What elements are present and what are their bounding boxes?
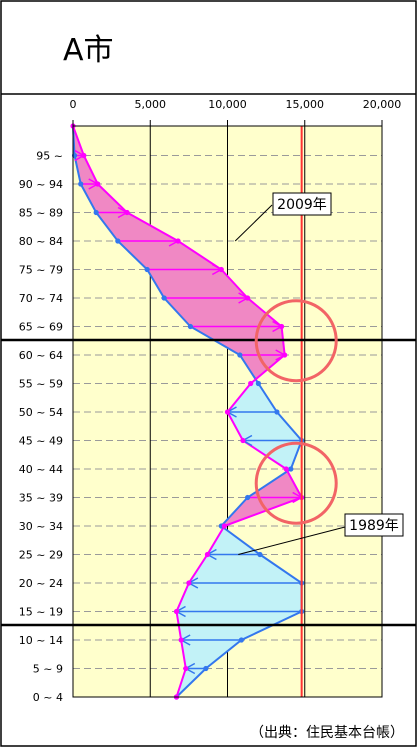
series-1989-point [144, 266, 150, 273]
x-tick-label: 10,000 [208, 98, 247, 111]
change-fill-segment [176, 583, 302, 612]
series-2009-point [248, 380, 254, 387]
change-fill-segment [239, 355, 285, 380]
series-1989-point [274, 409, 280, 415]
y-tick-label: 35 ~ 39 [19, 492, 63, 505]
y-tick-label: 55 ~ 59 [19, 378, 63, 391]
x-tick-label: 5,000 [135, 98, 167, 111]
change-fill-segment [188, 554, 302, 583]
series-2009-point [282, 352, 288, 358]
series-2009-point [173, 608, 180, 615]
series-1989-point [257, 551, 263, 558]
y-tick-label: 75 ~ 79 [19, 264, 63, 277]
series-2009-point [204, 551, 211, 558]
series-1989-point [161, 295, 167, 301]
y-tick-label: 95 ~ [36, 150, 63, 163]
annotation-label: 1989年 [349, 518, 399, 534]
series-1989-point [115, 238, 121, 244]
annotation-box [344, 513, 404, 537]
series-2009-point [283, 466, 289, 472]
series-2009-point [124, 209, 130, 216]
series-2009-point [186, 580, 192, 586]
x-tick-label: 0 [70, 98, 77, 111]
y-axis-ticks: 0 ~ 4 5 ~ 9 10 ~ 14 15 ~ 19 20 ~ 24 25 ~ 29 30… [19, 150, 63, 705]
change-fills [73, 126, 302, 697]
change-fill-segment [147, 269, 248, 298]
y-tick-label: 85 ~ 89 [19, 207, 63, 220]
series-1989-point [78, 181, 84, 187]
y-tick-label: 45 ~ 49 [19, 435, 63, 448]
source-note: （出典：住民基本台帳） [250, 724, 404, 741]
series-2009-point [81, 152, 87, 159]
change-fill-segment [80, 184, 128, 213]
series-1989-point [93, 209, 99, 216]
annotation-box [272, 192, 332, 216]
y-tick-label: 70 ~ 74 [19, 292, 63, 305]
change-fill-segment [181, 640, 242, 669]
series-2009-point [95, 181, 101, 187]
series-2009-point [183, 665, 189, 672]
series-2009-point [240, 437, 246, 444]
change-fill-segment [242, 440, 302, 469]
y-tick-label: 65 ~ 69 [19, 321, 63, 334]
y-tick-label: 5 ~ 9 [33, 663, 63, 676]
series-2009-point [278, 323, 285, 330]
highlight-circle [254, 299, 338, 383]
change-fill-segment [164, 298, 282, 327]
annotation-leader [234, 204, 273, 242]
series-1989-point [244, 494, 251, 501]
series-2009-point [218, 266, 224, 273]
y-tick-label: 90 ~ 94 [19, 178, 63, 191]
series-1989-point [288, 466, 294, 472]
series-1989-point [237, 352, 243, 358]
y-tick-label: 20 ~ 24 [19, 577, 63, 590]
y-tick-label: 60 ~ 64 [19, 349, 63, 362]
change-fill-segment [227, 383, 277, 412]
highlight-circles [254, 299, 338, 525]
x-axis-ticks: 0 5,000 10,000 15,000 20,000 [70, 98, 402, 126]
y-tick-label: 10 ~ 14 [19, 634, 63, 647]
series-annotations: 2009年 1989年 [234, 192, 404, 555]
annotation-label: 2009年 [277, 197, 327, 213]
y-tick-label: 80 ~ 84 [19, 235, 63, 248]
change-fill-segment [247, 471, 302, 498]
y-tick-label: 25 ~ 29 [19, 549, 63, 562]
series-1989-point [238, 637, 245, 643]
change-fill-segment [74, 155, 98, 184]
series-2009-point [178, 637, 184, 643]
y-tick-label: 15 ~ 19 [19, 606, 63, 619]
page-title: A市 [63, 33, 114, 68]
change-fill-segment [96, 212, 179, 241]
x-tick-label: 15,000 [286, 98, 325, 111]
series-1989-point [187, 323, 194, 330]
series-1989-point [255, 380, 261, 387]
change-fill-segment [117, 241, 222, 270]
series-2009-point [244, 295, 251, 301]
data-points [70, 123, 305, 700]
y-tick-label: 40 ~ 44 [19, 463, 63, 476]
annotation-leader [238, 526, 346, 555]
highlight-circle [254, 441, 338, 525]
series-2009-point [221, 523, 228, 529]
x-tick-label: 20,000 [363, 98, 402, 111]
series-1989-point [203, 665, 209, 672]
series-2009-point [224, 409, 231, 415]
y-tick-label: 0 ~ 4 [33, 691, 63, 704]
y-tick-label: 30 ~ 34 [19, 520, 63, 533]
series-2009-point [175, 238, 181, 244]
y-tick-label: 50 ~ 54 [19, 406, 63, 419]
